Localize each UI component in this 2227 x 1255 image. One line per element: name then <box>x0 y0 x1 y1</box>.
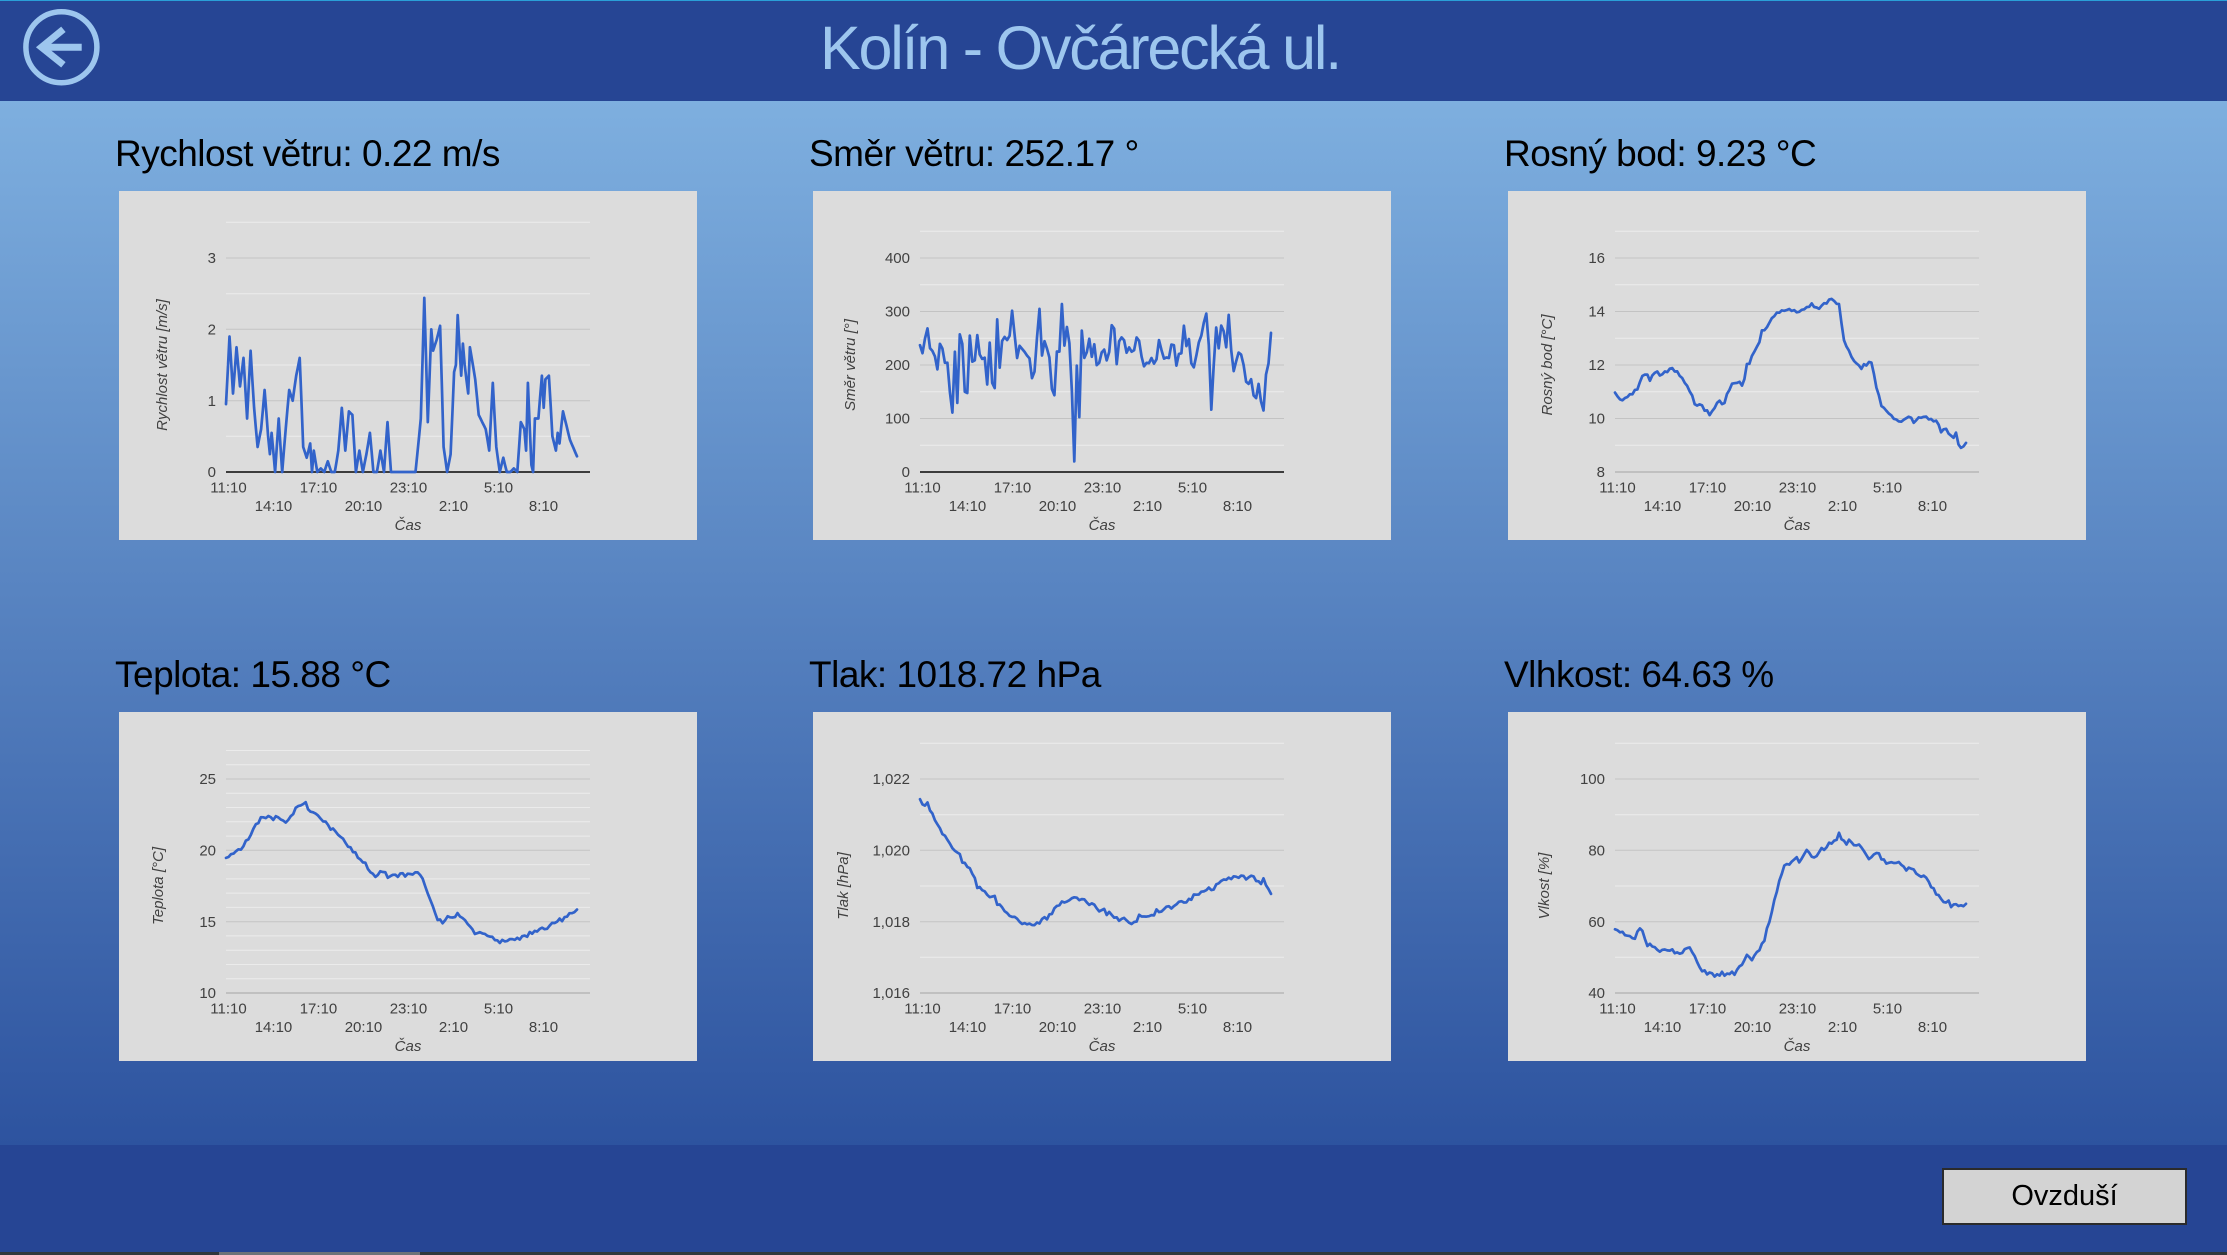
svg-text:2:10: 2:10 <box>439 1019 468 1036</box>
svg-text:100: 100 <box>885 411 910 428</box>
svg-text:14:10: 14:10 <box>1644 1019 1682 1036</box>
svg-text:Čas: Čas <box>1089 1038 1116 1055</box>
svg-text:11:10: 11:10 <box>1599 1001 1635 1018</box>
svg-text:1,020: 1,020 <box>872 843 910 860</box>
svg-text:14:10: 14:10 <box>255 498 293 515</box>
svg-text:14:10: 14:10 <box>949 1019 987 1036</box>
svg-text:8:10: 8:10 <box>1918 498 1947 515</box>
svg-text:14:10: 14:10 <box>1644 498 1682 515</box>
svg-text:20:10: 20:10 <box>1039 498 1077 515</box>
svg-text:Čas: Čas <box>395 517 422 534</box>
svg-text:100: 100 <box>1580 771 1605 788</box>
svg-text:20:10: 20:10 <box>345 498 383 515</box>
svg-text:17:10: 17:10 <box>300 480 338 497</box>
svg-text:400: 400 <box>885 250 910 267</box>
svg-text:20: 20 <box>199 843 216 860</box>
svg-text:17:10: 17:10 <box>994 1001 1032 1018</box>
svg-text:5:10: 5:10 <box>1873 480 1902 497</box>
svg-text:10: 10 <box>1588 411 1605 428</box>
svg-text:60: 60 <box>1588 914 1605 931</box>
svg-text:2:10: 2:10 <box>1133 1019 1162 1036</box>
svg-text:8:10: 8:10 <box>529 1019 558 1036</box>
svg-text:17:10: 17:10 <box>300 1001 338 1018</box>
svg-text:10: 10 <box>199 985 216 1002</box>
svg-text:Rychlost větru [m/s]: Rychlost větru [m/s] <box>154 298 171 431</box>
svg-text:23:10: 23:10 <box>390 480 428 497</box>
svg-text:15: 15 <box>199 914 216 931</box>
svg-text:Čas: Čas <box>395 1038 422 1055</box>
svg-text:2:10: 2:10 <box>1133 498 1162 515</box>
svg-text:8:10: 8:10 <box>1223 498 1252 515</box>
svg-text:17:10: 17:10 <box>1689 480 1727 497</box>
svg-text:2:10: 2:10 <box>1828 498 1857 515</box>
svg-text:1: 1 <box>208 393 216 410</box>
svg-text:8:10: 8:10 <box>529 498 558 515</box>
svg-text:11:10: 11:10 <box>210 480 246 497</box>
svg-text:1,022: 1,022 <box>872 771 910 788</box>
svg-text:17:10: 17:10 <box>1689 1001 1727 1018</box>
svg-text:11:10: 11:10 <box>1599 480 1635 497</box>
svg-text:14: 14 <box>1588 304 1605 321</box>
svg-text:Čas: Čas <box>1784 517 1811 534</box>
svg-text:80: 80 <box>1588 843 1605 860</box>
svg-text:11:10: 11:10 <box>904 480 940 497</box>
svg-text:23:10: 23:10 <box>1779 1001 1817 1018</box>
svg-text:11:10: 11:10 <box>210 1001 246 1018</box>
svg-text:23:10: 23:10 <box>1084 480 1122 497</box>
svg-text:0: 0 <box>902 464 910 481</box>
svg-text:2:10: 2:10 <box>439 498 468 515</box>
svg-text:14:10: 14:10 <box>949 498 987 515</box>
svg-text:8:10: 8:10 <box>1223 1019 1252 1036</box>
svg-text:Čas: Čas <box>1784 1038 1811 1055</box>
svg-text:300: 300 <box>885 304 910 321</box>
svg-text:25: 25 <box>199 771 216 788</box>
svg-text:5:10: 5:10 <box>484 480 513 497</box>
svg-text:0: 0 <box>208 464 216 481</box>
svg-text:23:10: 23:10 <box>1084 1001 1122 1018</box>
svg-text:3: 3 <box>208 250 216 267</box>
svg-text:8: 8 <box>1597 464 1605 481</box>
svg-text:20:10: 20:10 <box>1734 1019 1772 1036</box>
svg-text:5:10: 5:10 <box>484 1001 513 1018</box>
svg-text:14:10: 14:10 <box>255 1019 293 1036</box>
svg-text:16: 16 <box>1588 250 1605 267</box>
svg-text:23:10: 23:10 <box>390 1001 428 1018</box>
svg-text:2: 2 <box>208 322 216 339</box>
svg-text:Rosný bod [°C]: Rosný bod [°C] <box>1539 314 1556 416</box>
svg-text:5:10: 5:10 <box>1178 1001 1207 1018</box>
svg-text:1,016: 1,016 <box>872 985 910 1002</box>
svg-text:Tlak [hPa]: Tlak [hPa] <box>835 851 852 919</box>
svg-text:8:10: 8:10 <box>1918 1019 1947 1036</box>
svg-text:17:10: 17:10 <box>994 480 1032 497</box>
svg-text:Teplota [°C]: Teplota [°C] <box>150 846 167 925</box>
svg-text:20:10: 20:10 <box>1734 498 1772 515</box>
svg-text:12: 12 <box>1588 357 1605 374</box>
svg-text:Vlkost [%]: Vlkost [%] <box>1536 852 1553 920</box>
svg-text:1,018: 1,018 <box>872 914 910 931</box>
svg-text:11:10: 11:10 <box>904 1001 940 1018</box>
svg-text:5:10: 5:10 <box>1873 1001 1902 1018</box>
svg-text:20:10: 20:10 <box>1039 1019 1077 1036</box>
svg-text:2:10: 2:10 <box>1828 1019 1857 1036</box>
svg-text:Směr větru [°]: Směr větru [°] <box>842 318 859 411</box>
svg-text:5:10: 5:10 <box>1178 480 1207 497</box>
svg-text:40: 40 <box>1588 985 1605 1002</box>
svg-text:200: 200 <box>885 357 910 374</box>
svg-text:23:10: 23:10 <box>1779 480 1817 497</box>
svg-text:20:10: 20:10 <box>345 1019 383 1036</box>
svg-text:Čas: Čas <box>1089 517 1116 534</box>
